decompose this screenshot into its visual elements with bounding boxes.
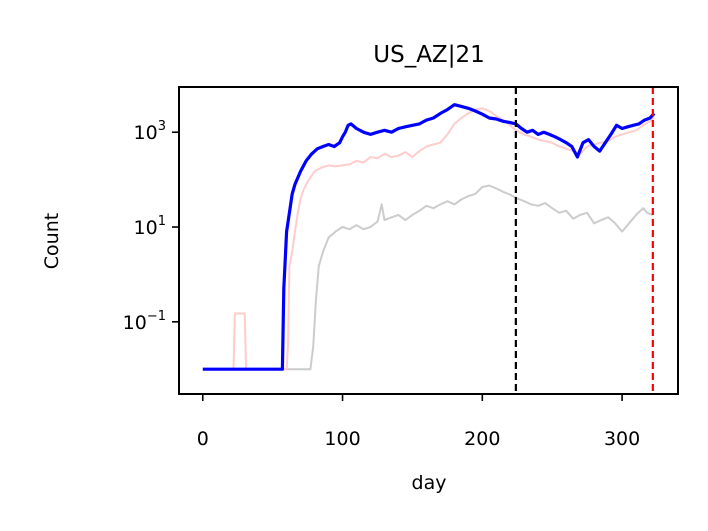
y-axis-label: Count [41, 213, 63, 269]
axes-frame [178, 86, 679, 395]
x-tick-label: 200 [464, 428, 500, 450]
x-tick-label: 300 [604, 428, 640, 450]
y-tick-label: 101 [134, 214, 166, 239]
y-tick-label: 10−1 [123, 309, 166, 334]
series-line-3 [202, 103, 656, 371]
x-axis-label: day [412, 472, 447, 494]
x-tick-label: 100 [324, 428, 360, 450]
plot-area [202, 87, 656, 394]
y-axis: 10−1 101 103 [123, 119, 179, 334]
x-axis: 0 100 200 300 [197, 394, 640, 450]
series-line-2 [202, 107, 655, 371]
chart-title: US_AZ|21 [373, 42, 484, 68]
series-line-1 [202, 184, 654, 371]
y-tick-label: 103 [134, 119, 166, 144]
x-tick-label: 0 [197, 428, 209, 450]
